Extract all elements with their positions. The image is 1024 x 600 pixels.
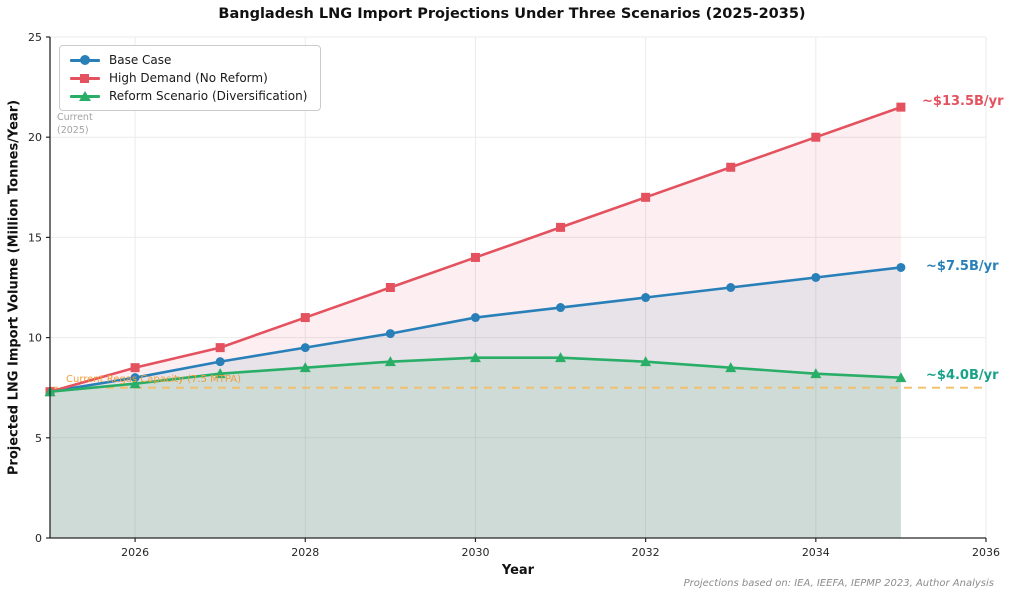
annotation-current-2025: Current (2025) (57, 112, 93, 136)
svg-text:10: 10 (28, 332, 42, 345)
chart-title: Bangladesh LNG Import Projections Under … (218, 6, 806, 22)
svg-text:2028: 2028 (291, 546, 319, 559)
svg-text:0: 0 (35, 532, 42, 545)
legend: Base Case High Demand (No Reform) Reform… (59, 45, 322, 111)
legend-item-base-case: Base Case (70, 53, 307, 67)
svg-text:5: 5 (35, 432, 42, 445)
svg-text:2036: 2036 (972, 546, 1000, 559)
y-axis-label: Projected LNG Import Volume (Million Ton… (6, 99, 22, 476)
annotation-high-demand-cost: ~$13.5B/yr (922, 94, 1004, 109)
reform-line-marker-icon (70, 90, 100, 102)
svg-text:2034: 2034 (802, 546, 830, 559)
annotation-regas-capacity: Current Regas Capacity (7.5 MTPA) (66, 374, 241, 385)
legend-label: Reform Scenario (Diversification) (109, 89, 308, 103)
svg-text:2032: 2032 (632, 546, 660, 559)
annotation-base-case-cost: ~$7.5B/yr (926, 259, 999, 274)
source-note: Projections based on: IEA, IEEFA, IEPMP … (683, 578, 994, 589)
legend-label: Base Case (109, 53, 172, 67)
base-case-line-marker-icon (70, 54, 100, 66)
legend-item-reform: Reform Scenario (Diversification) (70, 89, 307, 103)
x-axis-label: Year (501, 563, 535, 578)
svg-text:20: 20 (28, 131, 42, 144)
annotation-reform-cost: ~$4.0B/yr (926, 368, 999, 383)
svg-text:2026: 2026 (121, 546, 149, 559)
svg-text:25: 25 (28, 31, 42, 44)
high-demand-line-marker-icon (70, 73, 100, 84)
legend-item-high-demand: High Demand (No Reform) (70, 71, 307, 85)
legend-label: High Demand (No Reform) (109, 71, 268, 85)
svg-text:15: 15 (28, 231, 42, 244)
svg-text:2030: 2030 (461, 546, 489, 559)
